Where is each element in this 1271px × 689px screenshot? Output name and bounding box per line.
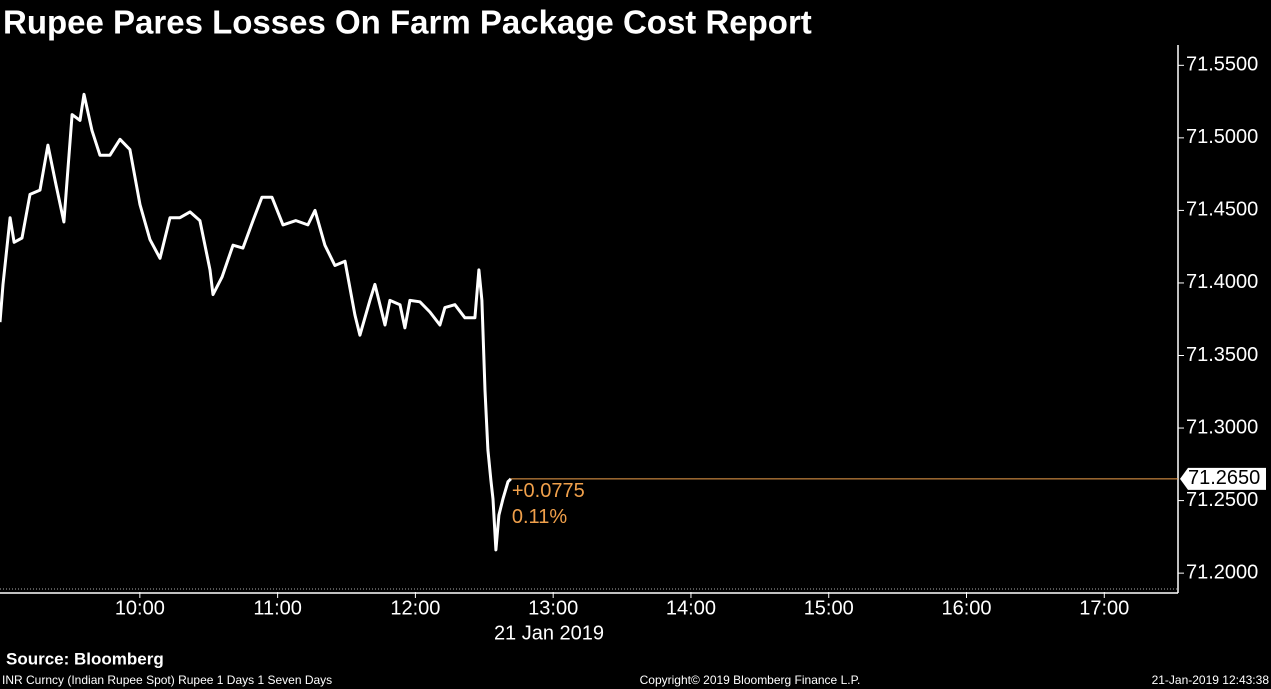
footer-right: 21-Jan-2019 12:43:38	[1152, 673, 1270, 687]
x-tick-label: 13:00	[528, 597, 578, 619]
footer-center: Copyright© 2019 Bloomberg Finance L.P.	[640, 673, 861, 687]
x-axis-label: 21 Jan 2019	[494, 622, 604, 644]
source: Source: Bloomberg	[6, 649, 164, 668]
y-tick-label: 71.5000	[1186, 126, 1258, 148]
last-price-label: 71.2650	[1188, 467, 1260, 489]
y-tick-label: 71.3000	[1186, 416, 1258, 438]
x-tick-label: 17:00	[1079, 597, 1129, 619]
y-tick-label: 71.4500	[1186, 199, 1258, 221]
footer-left: INR Curncy (Indian Rupee Spot) Rupee 1 D…	[2, 673, 332, 687]
y-tick-label: 71.4000	[1186, 271, 1258, 293]
x-tick-label: 12:00	[390, 597, 440, 619]
x-tick-label: 16:00	[941, 597, 991, 619]
y-tick-label: 71.5500	[1186, 54, 1258, 76]
chart-title: Rupee Pares Losses On Farm Package Cost …	[3, 4, 812, 41]
x-tick-label: 15:00	[804, 597, 854, 619]
y-tick-label: 71.2500	[1186, 489, 1258, 511]
x-tick-label: 14:00	[666, 597, 716, 619]
change-annotation: +0.0775	[512, 480, 585, 502]
x-tick-label: 11:00	[253, 597, 302, 619]
y-tick-label: 71.2000	[1186, 561, 1258, 583]
y-tick-label: 71.3500	[1186, 344, 1258, 366]
last-price-badge	[1180, 467, 1266, 490]
change-annotation: 0.11%	[512, 506, 567, 528]
price-line	[0, 92, 512, 552]
x-tick-label: 10:00	[115, 597, 165, 619]
